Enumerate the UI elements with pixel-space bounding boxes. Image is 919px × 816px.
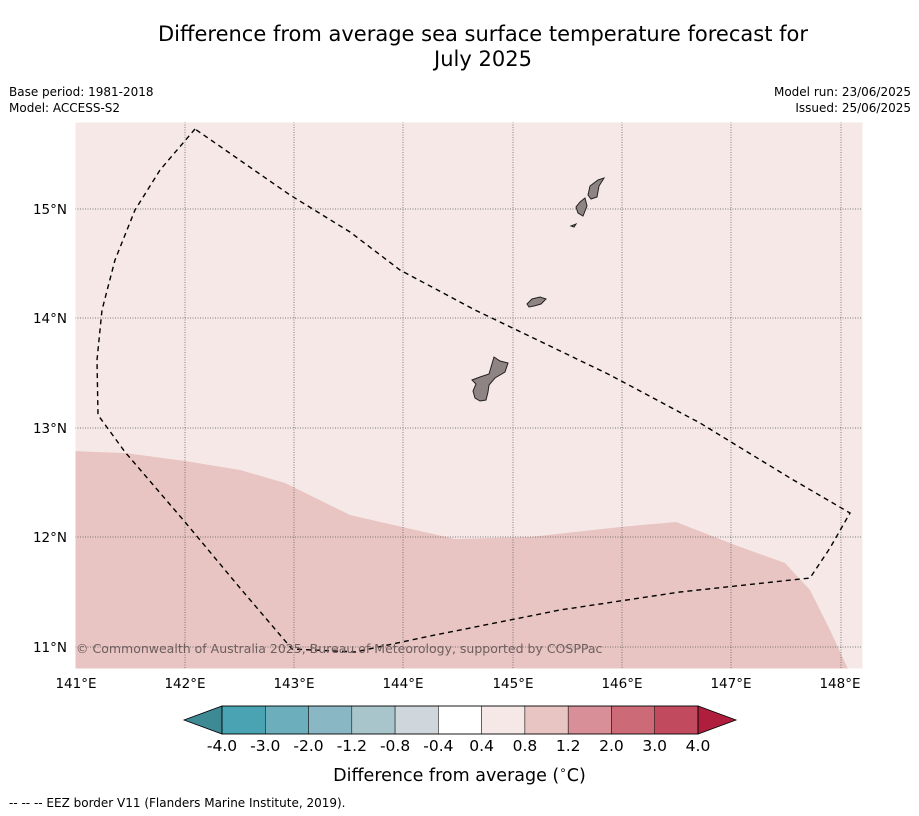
colorbar-segment — [308, 705, 353, 735]
title-line-2: July 2025 — [434, 47, 532, 71]
lon-label-143e: 143°E — [273, 676, 314, 692]
map-border — [74, 121, 864, 670]
colorbar-title-unit: C) — [566, 765, 586, 786]
lat-label-14n: 14°N — [33, 311, 67, 327]
colorbar-tick-label: -4.0 — [207, 737, 237, 755]
colorbar-tick-label: 1.2 — [556, 737, 581, 755]
colorbar-extend-low — [182, 705, 223, 735]
colorbar-tick-label: -2.0 — [293, 737, 323, 755]
colorbar-tick-label: 4.0 — [686, 737, 711, 755]
colorbar-border — [221, 705, 699, 735]
model-name: Model: ACCESS-S2 — [9, 101, 121, 115]
lon-label-144e: 144°E — [382, 676, 423, 692]
colorbar-segment — [567, 705, 612, 735]
colorbar-segment — [265, 705, 309, 735]
island-saipan — [587, 177, 606, 200]
island-tinian — [575, 197, 588, 217]
lon-label-147e: 147°E — [710, 676, 751, 692]
colorbar-tick-label: -0.8 — [380, 737, 410, 755]
degree-symbol: ∘ — [559, 763, 567, 777]
colorbar-segment — [654, 705, 699, 735]
lon-label-148e: 148°E — [819, 676, 860, 692]
anomaly-region-0-8 — [75, 451, 848, 669]
colorbar-segment — [438, 705, 482, 735]
eez-footnote: -- -- -- EEZ border V11 (Flanders Marine… — [9, 796, 346, 810]
title-line-1: Difference from average sea surface temp… — [158, 22, 808, 46]
colorbar-tick-label: -3.0 — [250, 737, 280, 755]
model-run: Model run: 23/06/2025 — [773, 85, 911, 99]
colorbar-tick-label: 0.8 — [513, 737, 538, 755]
colorbar-extend-high — [697, 705, 738, 735]
colorbar-labels: -4.0 -3.0 -2.0 -1.2 -0.8 -0.4 0.4 0.8 1.2 2.0 3.0 4… — [207, 737, 710, 755]
colorbar-segment — [394, 705, 439, 735]
copyright-text: © Commonwealth of Australia 2025, Bureau… — [76, 641, 602, 656]
lon-label-146e: 146°E — [601, 676, 642, 692]
colorbar-segment — [611, 705, 655, 735]
colorbar-segment — [481, 705, 526, 735]
eez-border — [96, 128, 851, 653]
colorbar-title-text: Difference from average ( — [333, 765, 560, 786]
lat-labels: 15°N 14°N 13°N 12°N 11°N — [33, 202, 67, 656]
colorbar-tick-label: 2.0 — [599, 737, 624, 755]
lon-label-142e: 142°E — [164, 676, 205, 692]
lat-label-12n: 12°N — [33, 530, 67, 546]
meta-left: Base period: 1981-2018 Model: ACCESS-S2 — [9, 84, 154, 116]
lat-label-11n: 11°N — [33, 640, 67, 656]
island-aguijan — [569, 222, 578, 228]
lon-label-141e: 141°E — [55, 676, 96, 692]
meta-right: Model run: 23/06/2025 Issued: 25/06/2025 — [774, 84, 911, 116]
colorbar-title: Difference from average (∘C) — [0, 763, 919, 786]
lon-labels: 141°E 142°E 143°E 144°E 145°E 146°E 147°… — [55, 676, 860, 692]
colorbar — [182, 705, 738, 735]
colorbar-tick-label: 0.4 — [469, 737, 494, 755]
colorbar-segment — [351, 705, 396, 735]
colorbar-segment — [524, 705, 569, 735]
island-rota — [526, 296, 547, 308]
island-guam — [471, 356, 509, 402]
colorbar-tick-label: 3.0 — [642, 737, 667, 755]
colorbar-segment — [221, 705, 266, 735]
base-period: Base period: 1981-2018 — [9, 85, 154, 99]
issued-date: Issued: 25/06/2025 — [795, 101, 911, 115]
colorbar-tick-label: -0.4 — [423, 737, 453, 755]
chart-title: Difference from average sea surface temp… — [100, 22, 866, 72]
land-islands — [471, 177, 606, 402]
lat-label-15n: 15°N — [33, 202, 67, 218]
lon-label-145e: 145°E — [492, 676, 533, 692]
colorbar-tick-label: -1.2 — [337, 737, 367, 755]
lat-label-13n: 13°N — [33, 421, 67, 437]
